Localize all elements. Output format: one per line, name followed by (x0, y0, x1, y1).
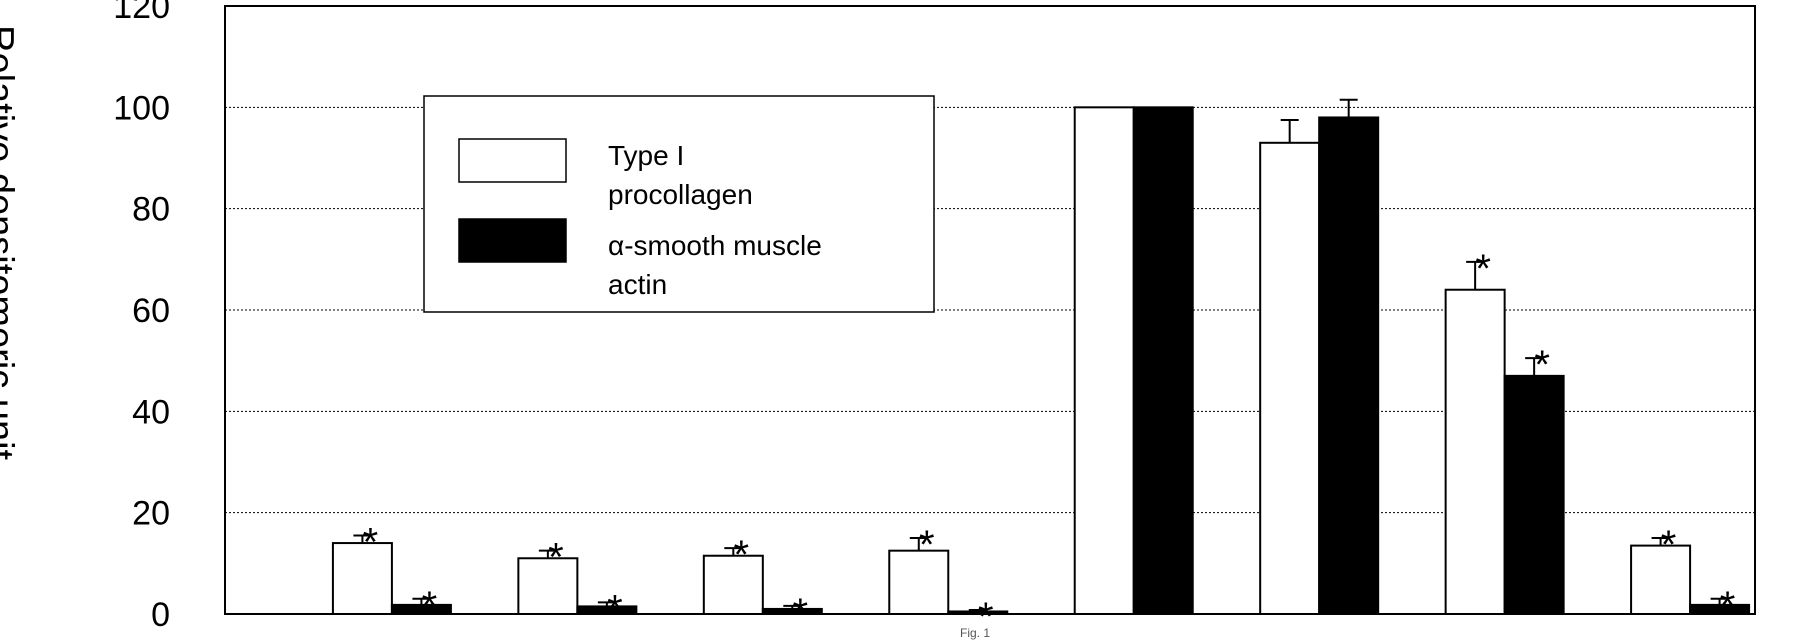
bar-type-i-procollagen (1259, 141, 1321, 616)
significance-star: * (548, 536, 564, 580)
legend-label-alpha-sma-line2: actin (608, 269, 667, 300)
y-tick-label: 120 (113, 0, 170, 26)
significance-star: * (422, 584, 438, 628)
bar-alpha-sma (1503, 374, 1565, 615)
legend-label-type-i-procollagen-line1: Type I (608, 140, 684, 171)
legend-box (423, 95, 935, 313)
bar-alpha-sma (1132, 106, 1194, 615)
y-axis-label: Relative densitomeric unit (0, 25, 21, 461)
bars: * * * * * * * * * * * * (331, 98, 1751, 639)
bar-alpha-sma (1318, 116, 1380, 615)
legend: Type I procollagen α-smooth muscle actin (423, 95, 935, 313)
plot-frame (224, 5, 1756, 615)
legend-swatch-type-i-procollagen (458, 138, 567, 183)
significance-star: * (734, 533, 750, 577)
significance-star: * (1534, 343, 1550, 387)
y-tick-label: 80 (132, 191, 170, 229)
significance-star: * (1720, 584, 1736, 628)
significance-star: * (1661, 523, 1677, 567)
bar-type-i-procollagen (1444, 288, 1506, 615)
y-tick-label: 20 (132, 495, 170, 533)
significance-star: * (607, 587, 623, 631)
y-tick-label: 0 (151, 596, 170, 634)
significance-star: * (363, 520, 379, 564)
significance-star: * (1475, 247, 1491, 291)
y-tick-label: 40 (132, 393, 170, 431)
footer-mark: Fig. 1 (960, 626, 990, 640)
gridlines (225, 106, 1755, 514)
y-tick-label: 100 (113, 89, 170, 127)
legend-label-alpha-sma-line1: α-smooth muscle (608, 230, 822, 261)
legend-swatch-alpha-sma (458, 218, 567, 263)
y-tick-labels: 0 20 40 60 80 100 120 (113, 0, 170, 634)
legend-label-type-i-procollagen-line2: procollagen (608, 179, 753, 210)
significance-star: * (978, 595, 994, 639)
bar-type-i-procollagen (1073, 106, 1135, 615)
significance-star: * (919, 523, 935, 567)
y-tick-label: 60 (132, 292, 170, 330)
significance-star: * (793, 591, 809, 635)
